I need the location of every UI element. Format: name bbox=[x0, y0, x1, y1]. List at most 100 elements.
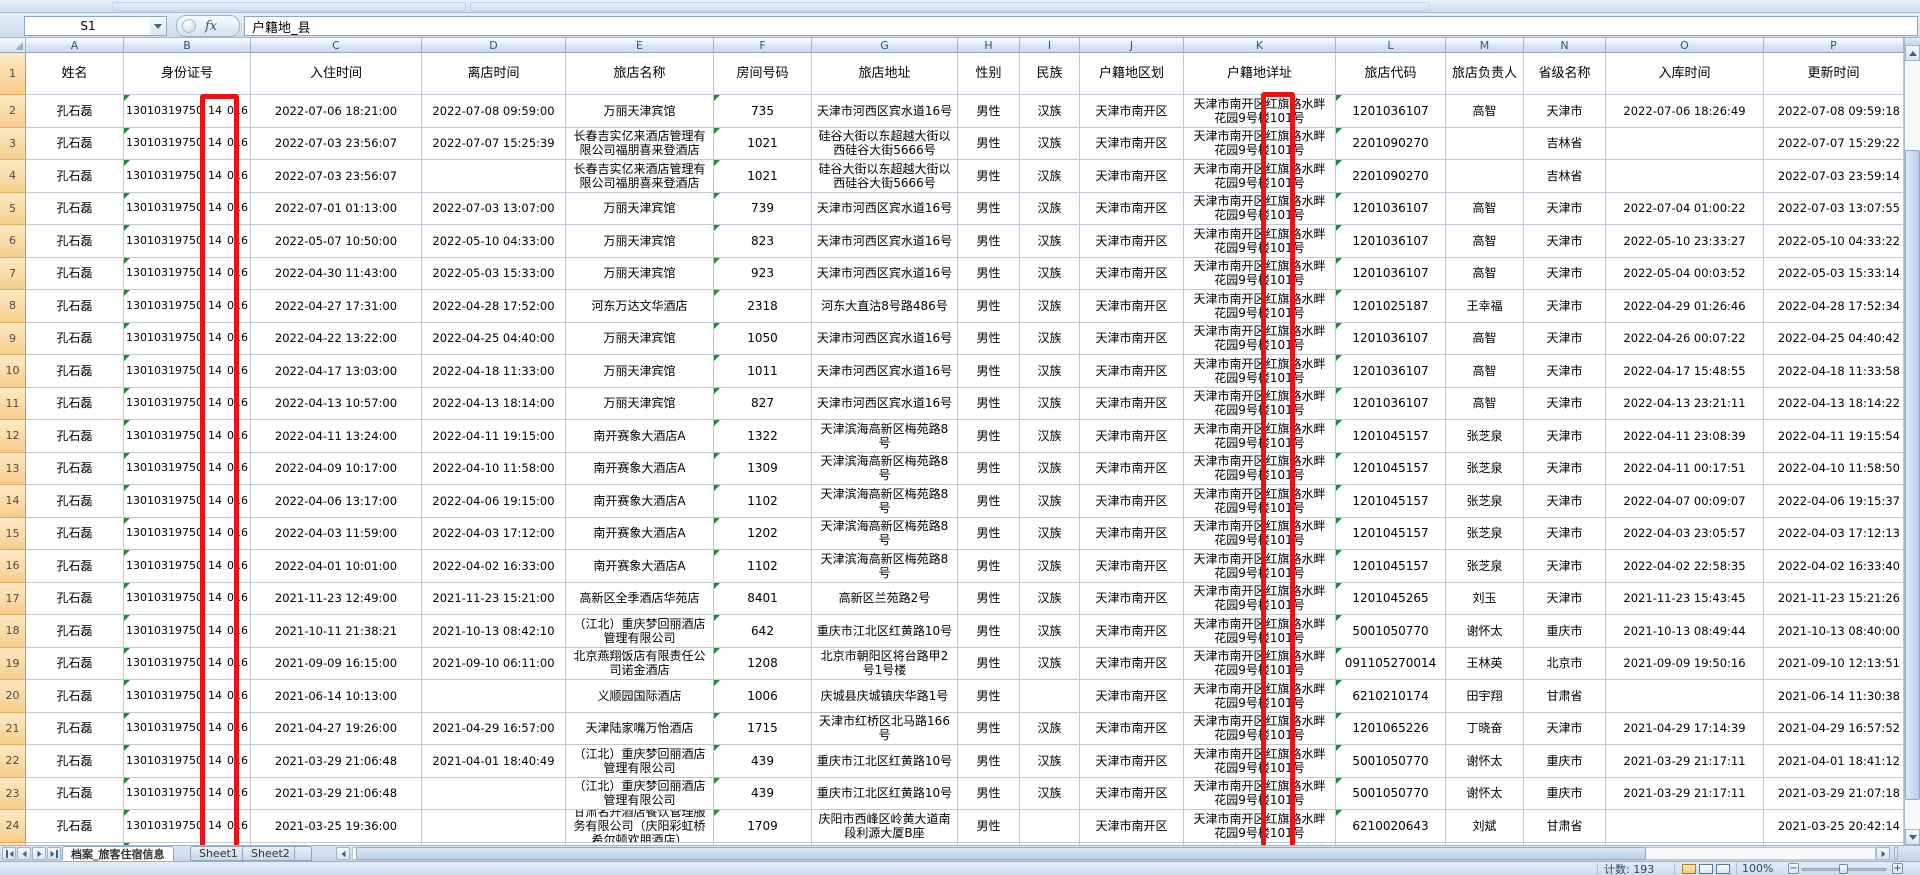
cell-B14[interactable]: 13010319750 14 016 bbox=[124, 485, 251, 518]
cell-M9[interactable]: 高智 bbox=[1446, 322, 1524, 355]
cell-C9[interactable]: 2022-04-22 13:22:00 bbox=[251, 322, 422, 355]
cell-B23[interactable]: 13010319750 14 016 bbox=[124, 777, 251, 810]
scroll-down-button[interactable] bbox=[1905, 829, 1920, 845]
cell-D24[interactable] bbox=[422, 810, 566, 843]
cell-P23[interactable]: 2021-03-29 21:07:18 bbox=[1764, 777, 1904, 810]
cell-J5[interactable]: 天津市南开区 bbox=[1080, 192, 1184, 225]
cell-J12[interactable]: 天津市南开区 bbox=[1080, 420, 1184, 453]
cell-L23[interactable]: 5001050770 bbox=[1336, 777, 1446, 810]
cell-P16[interactable]: 2022-04-02 16:33:40 bbox=[1764, 550, 1904, 583]
cell-D19[interactable]: 2021-09-10 06:11:00 bbox=[422, 647, 566, 680]
cell-O24[interactable] bbox=[1606, 810, 1764, 843]
cell-I24[interactable] bbox=[1020, 810, 1080, 843]
cell-G1[interactable]: 旅店地址 bbox=[812, 53, 958, 95]
cell-K1[interactable]: 户籍地详址 bbox=[1184, 53, 1336, 95]
cell-J8[interactable]: 天津市南开区 bbox=[1080, 290, 1184, 323]
cell-O14[interactable]: 2022-04-07 00:09:07 bbox=[1606, 485, 1764, 518]
cell-A12[interactable]: 孔石磊 bbox=[26, 420, 124, 453]
cell-L25[interactable] bbox=[1336, 842, 1446, 845]
cell-K5[interactable]: 天津市南开区红旗路水畔花园9号楼101号 bbox=[1184, 192, 1336, 225]
cell-K8[interactable]: 天津市南开区红旗路水畔花园9号楼101号 bbox=[1184, 290, 1336, 323]
cell-J23[interactable]: 天津市南开区 bbox=[1080, 777, 1184, 810]
cell-C15[interactable]: 2022-04-03 11:59:00 bbox=[251, 517, 422, 550]
cell-L20[interactable]: 6210210174 bbox=[1336, 680, 1446, 713]
cell-K18[interactable]: 天津市南开区红旗路水畔花园9号楼101号 bbox=[1184, 615, 1336, 648]
cell-F9[interactable]: 1050 bbox=[714, 322, 812, 355]
cell-B17[interactable]: 13010319750 14 016 bbox=[124, 582, 251, 615]
cell-B16[interactable]: 13010319750 14 016 bbox=[124, 550, 251, 583]
cell-A21[interactable]: 孔石磊 bbox=[26, 712, 124, 745]
row-header-21[interactable]: 21 bbox=[0, 712, 26, 745]
cell-J19[interactable]: 天津市南开区 bbox=[1080, 647, 1184, 680]
cell-G16[interactable]: 天津滨海高新区梅苑路8号 bbox=[812, 550, 958, 583]
cell-I5[interactable]: 汉族 bbox=[1020, 192, 1080, 225]
cell-B2[interactable]: 13010319750 14 016 bbox=[124, 95, 251, 128]
cell-M8[interactable]: 王幸福 bbox=[1446, 290, 1524, 323]
cell-G6[interactable]: 天津市河西区宾水道16号 bbox=[812, 225, 958, 258]
cell-I7[interactable]: 汉族 bbox=[1020, 257, 1080, 290]
cell-D2[interactable]: 2022-07-08 09:59:00 bbox=[422, 95, 566, 128]
cell-P6[interactable]: 2022-05-10 04:33:22 bbox=[1764, 225, 1904, 258]
cell-G22[interactable]: 重庆市江北区红黄路10号 bbox=[812, 745, 958, 778]
cell-A3[interactable]: 孔石磊 bbox=[26, 127, 124, 160]
column-header-G[interactable]: G bbox=[812, 38, 958, 53]
cell-E25[interactable] bbox=[566, 842, 714, 845]
row-header-13[interactable]: 13 bbox=[0, 452, 26, 485]
cell-D25[interactable] bbox=[422, 842, 566, 845]
cell-M13[interactable]: 张芝泉 bbox=[1446, 452, 1524, 485]
cell-J24[interactable]: 天津市南开区 bbox=[1080, 810, 1184, 843]
cell-E21[interactable]: 天津陆家嘴万怡酒店 bbox=[566, 712, 714, 745]
cell-A15[interactable]: 孔石磊 bbox=[26, 517, 124, 550]
cell-J4[interactable]: 天津市南开区 bbox=[1080, 160, 1184, 193]
cell-P14[interactable]: 2022-04-06 19:15:37 bbox=[1764, 485, 1904, 518]
cell-N2[interactable]: 天津市 bbox=[1524, 95, 1606, 128]
cell-O19[interactable]: 2021-09-09 19:50:16 bbox=[1606, 647, 1764, 680]
cell-H5[interactable]: 男性 bbox=[958, 192, 1020, 225]
cell-L8[interactable]: 1201025187 bbox=[1336, 290, 1446, 323]
cell-N15[interactable]: 天津市 bbox=[1524, 517, 1606, 550]
cell-A5[interactable]: 孔石磊 bbox=[26, 192, 124, 225]
cell-C19[interactable]: 2021-09-09 16:15:00 bbox=[251, 647, 422, 680]
zoom-level-label[interactable]: 100% bbox=[1742, 862, 1774, 875]
column-header-O[interactable]: O bbox=[1606, 38, 1764, 53]
cell-D17[interactable]: 2021-11-23 15:21:00 bbox=[422, 582, 566, 615]
cell-L24[interactable]: 6210020643 bbox=[1336, 810, 1446, 843]
cell-L2[interactable]: 1201036107 bbox=[1336, 95, 1446, 128]
cell-H17[interactable]: 男性 bbox=[958, 582, 1020, 615]
cell-A7[interactable]: 孔石磊 bbox=[26, 257, 124, 290]
last-sheet-button[interactable] bbox=[47, 847, 61, 860]
cell-M7[interactable]: 高智 bbox=[1446, 257, 1524, 290]
cell-B15[interactable]: 13010319750 14 016 bbox=[124, 517, 251, 550]
cell-D5[interactable]: 2022-07-03 13:07:00 bbox=[422, 192, 566, 225]
cell-B20[interactable]: 13010319750 14 016 bbox=[124, 680, 251, 713]
cell-L5[interactable]: 1201036107 bbox=[1336, 192, 1446, 225]
cell-A18[interactable]: 孔石磊 bbox=[26, 615, 124, 648]
cell-H24[interactable]: 男性 bbox=[958, 810, 1020, 843]
cell-H8[interactable]: 男性 bbox=[958, 290, 1020, 323]
cell-G5[interactable]: 天津市河西区宾水道16号 bbox=[812, 192, 958, 225]
cell-N13[interactable]: 天津市 bbox=[1524, 452, 1606, 485]
cell-F23[interactable]: 439 bbox=[714, 777, 812, 810]
cell-B1[interactable]: 身份证号 bbox=[124, 53, 251, 95]
column-header-A[interactable]: A bbox=[26, 38, 124, 53]
cell-J3[interactable]: 天津市南开区 bbox=[1080, 127, 1184, 160]
cell-E20[interactable]: 义顺园国际酒店 bbox=[566, 680, 714, 713]
cell-J2[interactable]: 天津市南开区 bbox=[1080, 95, 1184, 128]
cell-I1[interactable]: 民族 bbox=[1020, 53, 1080, 95]
cell-P5[interactable]: 2022-07-03 13:07:55 bbox=[1764, 192, 1904, 225]
page-break-view-icon[interactable] bbox=[1716, 864, 1730, 874]
cell-I15[interactable]: 汉族 bbox=[1020, 517, 1080, 550]
cell-P11[interactable]: 2022-04-13 18:14:22 bbox=[1764, 387, 1904, 420]
row-header-16[interactable]: 16 bbox=[0, 550, 26, 583]
cell-M20[interactable]: 田宇翔 bbox=[1446, 680, 1524, 713]
cell-N5[interactable]: 天津市 bbox=[1524, 192, 1606, 225]
cell-M3[interactable] bbox=[1446, 127, 1524, 160]
cell-L15[interactable]: 1201045157 bbox=[1336, 517, 1446, 550]
cell-A6[interactable]: 孔石磊 bbox=[26, 225, 124, 258]
row-header-23[interactable]: 23 bbox=[0, 777, 26, 810]
cell-H20[interactable]: 男性 bbox=[958, 680, 1020, 713]
cell-O4[interactable] bbox=[1606, 160, 1764, 193]
zoom-in-button[interactable]: + bbox=[1892, 863, 1903, 874]
formula-input[interactable]: 户籍地_县 bbox=[244, 16, 1918, 36]
row-header-24[interactable]: 24 bbox=[0, 810, 26, 843]
